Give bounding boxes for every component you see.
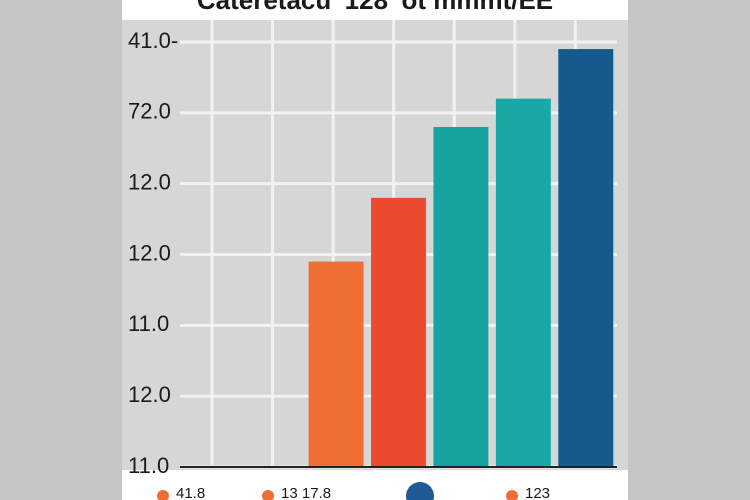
y-tick-label: 72.0	[128, 99, 171, 124]
bar	[558, 49, 614, 467]
y-tick-label: 11.0	[128, 311, 169, 336]
bar	[371, 197, 426, 468]
legend-label: 13 17.8	[281, 485, 331, 500]
y-tick-label: 11.0	[128, 453, 169, 478]
legend-swatch	[262, 490, 274, 500]
bar	[495, 98, 551, 468]
legend-icon	[406, 482, 434, 500]
y-tick-label: 12.0	[128, 382, 171, 407]
legend-swatch	[157, 490, 169, 500]
chart-title: Cateretacu '128' ot mmmt/EE	[197, 0, 553, 15]
y-tick-label: 41.0-	[128, 28, 178, 53]
legend-label: 123	[525, 485, 550, 500]
y-tick-label: 12.0	[128, 240, 171, 265]
y-tick-label: 12.0	[128, 169, 171, 194]
legend-swatch	[506, 490, 518, 500]
legend-label: 41.8	[176, 485, 205, 500]
bar	[308, 261, 364, 467]
bar	[433, 127, 489, 467]
